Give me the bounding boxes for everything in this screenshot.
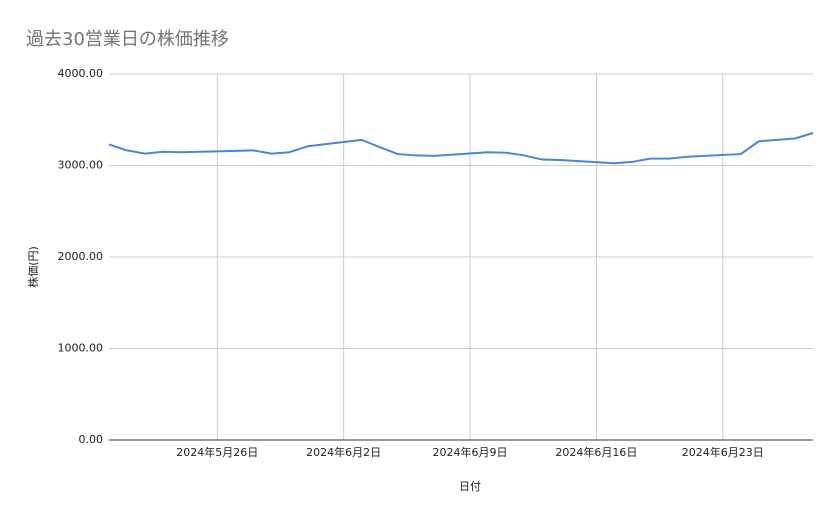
line <box>108 132 814 165</box>
y-axis-label: 株価(円) <box>26 246 40 288</box>
x-axis-label: 日付 <box>459 480 481 493</box>
chart-title: 過去30営業日の株価推移 <box>26 29 229 50</box>
y-tick-label: 4000.00 <box>58 67 104 80</box>
y-tick-label: 0.00 <box>79 433 104 446</box>
x-tick-label: 2024年5月26日 <box>176 445 258 459</box>
x-tick-label: 2024年6月23日 <box>682 445 764 459</box>
x-tick-label: 2024年6月16日 <box>555 445 637 459</box>
y-tick-label: 1000.00 <box>58 342 104 355</box>
y-tick-label: 2000.00 <box>58 250 104 263</box>
x-tick-label: 2024年6月2日 <box>306 445 381 459</box>
y-tick-label: 3000.00 <box>58 159 104 172</box>
x-tick-label: 2024年6月9日 <box>433 445 508 459</box>
